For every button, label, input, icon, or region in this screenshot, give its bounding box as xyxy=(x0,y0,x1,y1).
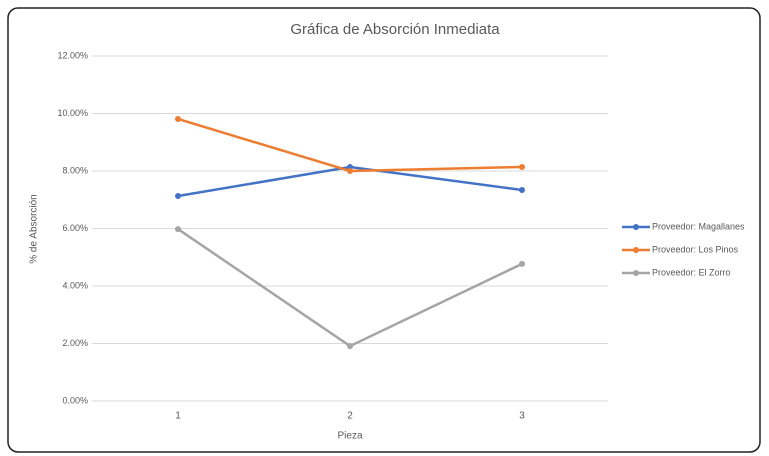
legend-label: Proveedor: Magallanes xyxy=(652,221,745,231)
x-tick-label: 2 xyxy=(347,411,353,422)
data-point xyxy=(175,226,181,233)
data-point xyxy=(347,168,353,174)
legend-label: Proveedor: El Zorro xyxy=(652,267,731,277)
data-point xyxy=(175,193,181,200)
y-axis-label: % de Absorción xyxy=(29,194,40,264)
chart-border xyxy=(7,7,761,453)
y-tick-label: 2.00% xyxy=(62,338,88,348)
legend-marker xyxy=(633,270,639,276)
legend-marker xyxy=(633,224,639,230)
data-point xyxy=(175,115,181,122)
chart-title: Gráfica de Absorción Inmediata xyxy=(290,21,500,38)
data-point xyxy=(519,186,525,193)
y-tick-label: 10.00% xyxy=(57,108,88,118)
x-tick-label: 1 xyxy=(175,411,181,422)
data-point xyxy=(519,163,525,170)
x-tick-label: 3 xyxy=(519,411,525,422)
legend-label: Proveedor: Los Pinos xyxy=(652,244,739,254)
data-point xyxy=(519,260,525,267)
data-point xyxy=(347,343,353,350)
y-tick-label: 8.00% xyxy=(62,165,88,175)
y-tick-label: 4.00% xyxy=(62,280,88,290)
y-tick-label: 0.00% xyxy=(62,395,88,405)
y-tick-label: 6.00% xyxy=(62,223,88,233)
legend-marker xyxy=(633,247,639,253)
y-tick-label: 12.00% xyxy=(57,50,88,60)
x-axis-label: Pieza xyxy=(337,431,362,442)
